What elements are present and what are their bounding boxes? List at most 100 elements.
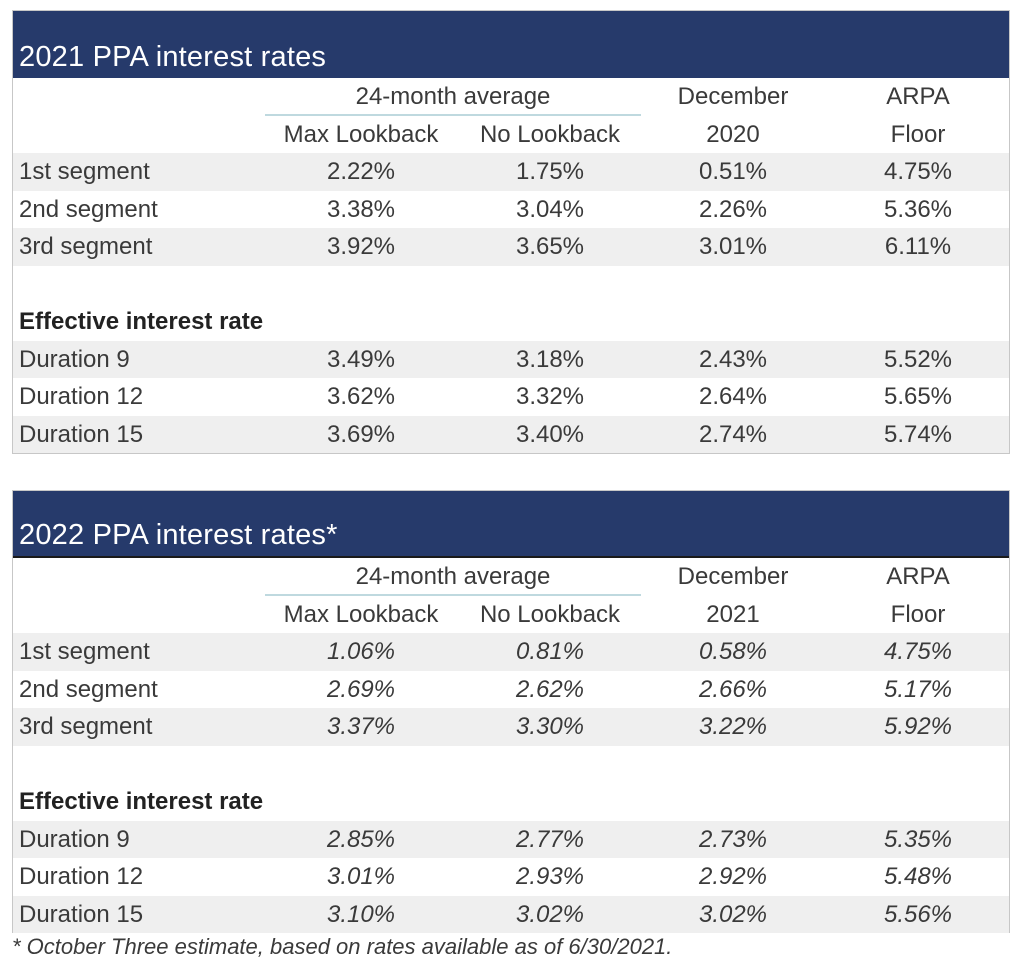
- cell-arpa-floor: 4.75%: [883, 638, 953, 665]
- effective-rate-heading: Effective interest rate: [19, 308, 264, 335]
- header-row-top: 24-month average December ARPA: [13, 558, 1009, 596]
- cell-no-lookback: 1.75%: [515, 158, 585, 185]
- row-label: 1st segment: [19, 158, 150, 185]
- cell-december: 3.02%: [698, 900, 768, 928]
- row-label: 2nd segment: [19, 195, 158, 223]
- cell-max-lookback: 2.22%: [326, 158, 396, 185]
- table-row: Duration 12 3.01% 2.93% 2.92% 5.48%: [13, 858, 1009, 896]
- cell-december: 2.26%: [698, 195, 768, 223]
- row-label: Duration 12: [19, 383, 144, 410]
- cell-max-lookback: 3.10%: [326, 900, 396, 928]
- cell-arpa-floor: 5.74%: [883, 420, 953, 448]
- cell-no-lookback: 3.02%: [515, 900, 585, 928]
- cell-arpa-floor: 4.75%: [883, 158, 953, 185]
- table-row: 2nd segment 3.38% 3.04% 2.26% 5.36%: [13, 191, 1009, 229]
- cell-max-lookback: 3.92%: [326, 233, 396, 260]
- spacer-row: [13, 746, 1009, 784]
- cell-max-lookback: 1.06%: [326, 638, 396, 665]
- cell-december: 2.73%: [698, 825, 768, 853]
- cell-no-lookback: 3.04%: [515, 195, 585, 223]
- col-floor-header: Floor: [890, 120, 946, 148]
- cell-december: 2.64%: [698, 383, 768, 410]
- cell-max-lookback: 3.38%: [326, 195, 396, 223]
- cell-arpa-floor: 5.56%: [883, 900, 953, 928]
- cell-no-lookback: 2.93%: [515, 863, 585, 890]
- table-row: 1st segment 2.22% 1.75% 0.51% 4.75%: [13, 153, 1009, 191]
- avg-group-underline: [265, 113, 641, 116]
- table-2022: 2022 PPA interest rates* 24-month averag…: [12, 490, 1010, 933]
- row-label: Duration 15: [19, 900, 144, 928]
- row-label: 3rd segment: [19, 233, 153, 260]
- cell-no-lookback: 3.32%: [515, 383, 585, 410]
- col-no-lookback-header: No Lookback: [479, 120, 621, 148]
- cell-december: 2.92%: [698, 863, 768, 890]
- cell-max-lookback: 3.49%: [326, 345, 396, 373]
- table-row: Duration 15 3.69% 3.40% 2.74% 5.74%: [13, 415, 1009, 453]
- cell-arpa-floor: 5.52%: [883, 345, 953, 373]
- cell-arpa-floor: 5.92%: [883, 713, 953, 740]
- cell-no-lookback: 2.77%: [515, 825, 585, 853]
- cell-december: 0.51%: [698, 158, 768, 185]
- cell-arpa-floor: 5.35%: [883, 825, 953, 853]
- cell-december: 2.43%: [698, 345, 768, 373]
- table-row: 3rd segment 3.92% 3.65% 3.01% 6.11%: [13, 228, 1009, 266]
- table-row: 3rd segment 3.37% 3.30% 3.22% 5.92%: [13, 708, 1009, 746]
- cell-no-lookback: 2.62%: [515, 675, 585, 703]
- cell-december: 2.66%: [698, 675, 768, 703]
- table-title-2021: 2021 PPA interest rates: [13, 11, 1009, 78]
- cell-arpa-floor: 5.48%: [883, 863, 953, 890]
- effective-rate-heading: Effective interest rate: [19, 788, 264, 815]
- table-row: 1st segment 1.06% 0.81% 0.58% 4.75%: [13, 633, 1009, 671]
- table-row: Duration 9 2.85% 2.77% 2.73% 5.35%: [13, 820, 1009, 858]
- cell-max-lookback: 3.37%: [326, 713, 396, 740]
- row-label: Duration 9: [19, 345, 130, 373]
- col-december-year-header: 2021: [706, 600, 760, 628]
- cell-no-lookback: 3.65%: [515, 233, 585, 260]
- col-max-lookback-header: Max Lookback: [283, 600, 439, 628]
- cell-no-lookback: 3.40%: [515, 420, 585, 448]
- row-label: 2nd segment: [19, 675, 158, 703]
- row-label: Duration 15: [19, 420, 144, 448]
- cell-no-lookback: 3.18%: [515, 345, 585, 373]
- table-row: Duration 9 3.49% 3.18% 2.43% 5.52%: [13, 340, 1009, 378]
- section-heading-row: Effective interest rate: [13, 303, 1009, 341]
- header-row-bottom: Max Lookback No Lookback 2020 Floor: [13, 115, 1009, 153]
- row-label: 1st segment: [19, 638, 150, 665]
- cell-no-lookback: 0.81%: [515, 638, 585, 665]
- row-label: Duration 12: [19, 863, 144, 890]
- col-max-lookback-header: Max Lookback: [283, 120, 439, 148]
- cell-max-lookback: 3.69%: [326, 420, 396, 448]
- table-row: Duration 15 3.10% 3.02% 3.02% 5.56%: [13, 895, 1009, 933]
- cell-max-lookback: 2.85%: [326, 825, 396, 853]
- col-no-lookback-header: No Lookback: [479, 600, 621, 628]
- row-label: 3rd segment: [19, 713, 153, 740]
- col-december-header: December: [677, 83, 789, 110]
- col-arpa-header: ARPA: [886, 83, 950, 110]
- spacer-row: [13, 266, 1009, 304]
- cell-december: 2.74%: [698, 420, 768, 448]
- row-label: Duration 9: [19, 825, 130, 853]
- footnote: * October Three estimate, based on rates…: [12, 934, 673, 959]
- avg-group-header: 24-month average: [355, 83, 551, 110]
- table-row: Duration 12 3.62% 3.32% 2.64% 5.65%: [13, 378, 1009, 416]
- col-december-header: December: [677, 563, 789, 590]
- header-row-top: 24-month average December ARPA: [13, 78, 1009, 116]
- table-title-2022: 2022 PPA interest rates*: [13, 491, 1009, 558]
- table-2021: 2021 PPA interest rates 24-month average…: [12, 10, 1010, 454]
- avg-group-underline: [265, 593, 641, 596]
- cell-no-lookback: 3.30%: [515, 713, 585, 740]
- cell-arpa-floor: 5.36%: [883, 195, 953, 223]
- cell-arpa-floor: 6.11%: [884, 233, 952, 260]
- cell-max-lookback: 3.62%: [326, 383, 396, 410]
- table-row: 2nd segment 2.69% 2.62% 2.66% 5.17%: [13, 671, 1009, 709]
- cell-december: 3.01%: [698, 233, 768, 260]
- section-heading-row: Effective interest rate: [13, 783, 1009, 821]
- cell-arpa-floor: 5.65%: [883, 383, 953, 410]
- cell-december: 3.22%: [698, 713, 768, 740]
- col-floor-header: Floor: [890, 600, 946, 628]
- cell-arpa-floor: 5.17%: [883, 675, 953, 703]
- cell-december: 0.58%: [698, 638, 768, 665]
- avg-group-header: 24-month average: [355, 563, 551, 590]
- col-december-year-header: 2020: [706, 120, 760, 148]
- cell-max-lookback: 3.01%: [326, 863, 396, 890]
